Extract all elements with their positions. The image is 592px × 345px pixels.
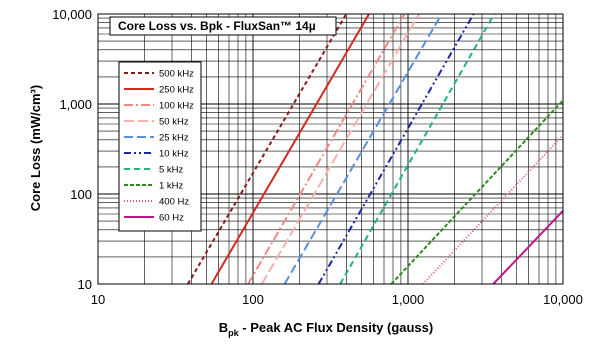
legend: 500 kHz 250 kHz 100 kHz 50 kHz 25 kHz 10 kHz 5…: [118, 61, 202, 232]
x-axis-label: Bpk - Peak AC Flux Density (gauss): [219, 320, 433, 338]
chart-title-box: [109, 16, 337, 36]
series-line-250-khz: [210, 14, 370, 284]
legend-label: 50 kHz: [159, 117, 189, 128]
legend-label: 60 Hz: [159, 213, 184, 224]
series-line-5-khz: [339, 14, 496, 284]
y-tick-label: 10: [78, 277, 92, 292]
legend-label: 400 Hz: [159, 197, 189, 208]
plot-area-border: [97, 13, 564, 285]
tick-labels: 10 100 1,000 10,000 10 100 1,000 10,000: [52, 7, 583, 307]
legend-label: 500 kHz: [159, 69, 194, 80]
series-line-400-hz: [422, 134, 563, 284]
legend-label: 100 kHz: [159, 101, 194, 112]
legend-label: 5 kHz: [159, 165, 184, 176]
series-lines: [187, 14, 563, 284]
series-line-25-khz: [283, 14, 443, 284]
legend-label: 1 kHz: [159, 181, 184, 192]
chart-title: Core Loss vs. Bpk - FluxSan™ 14µ: [118, 19, 316, 33]
legend-label: 10 kHz: [159, 149, 189, 160]
y-axis-label: Core Loss (mW/cm³): [28, 85, 43, 211]
x-tick-label: 100: [242, 292, 264, 307]
y-tick-label: 100: [70, 187, 92, 202]
y-tick-label: 10,000: [52, 7, 92, 22]
series-line-1-khz: [390, 99, 563, 284]
legend-box: [118, 61, 202, 232]
legend-label: 25 kHz: [159, 133, 189, 144]
series-line-60-hz: [492, 210, 563, 284]
x-tick-label: 10: [91, 292, 105, 307]
legend-label: 250 kHz: [159, 85, 194, 96]
series-line-50-khz: [260, 14, 420, 284]
x-tick-label: 10,000: [543, 292, 583, 307]
series-line-500-khz: [187, 14, 348, 284]
series-line-10-khz: [317, 14, 475, 284]
y-tick-label: 1,000: [59, 97, 92, 112]
series-line-100-khz: [247, 14, 406, 284]
x-tick-label: 1,000: [392, 292, 425, 307]
